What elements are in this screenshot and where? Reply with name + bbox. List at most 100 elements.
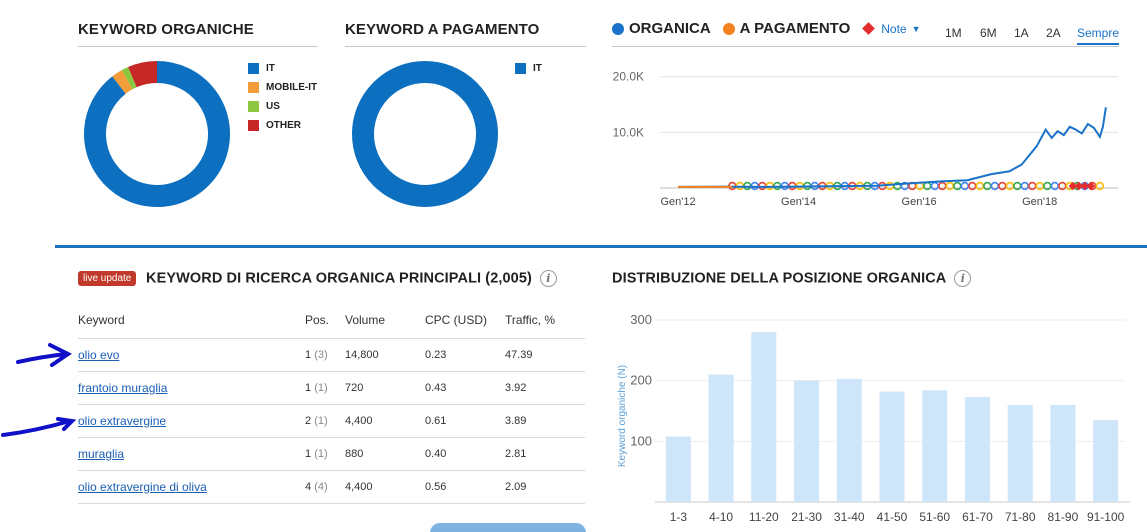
legend-label: OTHER xyxy=(266,120,301,131)
organic-slice[interactable] xyxy=(128,61,158,88)
keyword-link[interactable]: frantoio muraglia xyxy=(78,381,168,395)
range-1a-button[interactable]: 1A xyxy=(1014,26,1029,40)
col-pos-header[interactable]: Pos. xyxy=(305,313,330,327)
volume-cell: 880 xyxy=(345,448,364,460)
legend-item[interactable]: OTHER xyxy=(248,120,301,131)
paid-slice[interactable] xyxy=(352,61,498,207)
keyword-link[interactable]: muraglia xyxy=(78,447,125,461)
legend-item[interactable]: IT xyxy=(248,63,275,74)
col-volume-header[interactable]: Volume xyxy=(345,313,386,327)
row-divider xyxy=(78,470,585,471)
organic-slice[interactable] xyxy=(84,61,230,207)
range-2a-button[interactable]: 2A xyxy=(1046,26,1061,40)
keyword-link[interactable]: olio extravergine xyxy=(78,414,167,428)
paid-series-label[interactable]: A PAGAMENTO xyxy=(739,20,851,37)
cpc-cell: 0.61 xyxy=(425,415,447,427)
view-full-report-button[interactable] xyxy=(430,523,586,532)
dist-bar[interactable] xyxy=(794,380,820,502)
dist-bar[interactable] xyxy=(708,374,734,502)
dist-bar[interactable] xyxy=(1093,420,1119,502)
dist-bar[interactable] xyxy=(751,332,777,502)
google-update-marker-icon[interactable] xyxy=(1095,181,1105,191)
trend-legend: ORGANICA A PAGAMENTO Note ▼ xyxy=(612,20,921,37)
legend-label: IT xyxy=(266,63,275,74)
dist-x-tick: 4-10 xyxy=(709,510,733,524)
legend-item[interactable]: MOBILE-IT xyxy=(248,82,317,93)
range-sempre-button[interactable]: Sempre xyxy=(1077,26,1120,45)
organic-series-line[interactable] xyxy=(678,107,1107,188)
legend-item[interactable]: IT xyxy=(515,63,542,74)
paid-donut[interactable] xyxy=(348,57,508,217)
notes-dropdown[interactable]: Note ▼ xyxy=(862,21,921,36)
dist-x-tick: 1-3 xyxy=(670,510,688,524)
organic-title-rule xyxy=(78,46,318,47)
range-6m-button[interactable]: 6M xyxy=(980,26,997,40)
trend-x-tick: Gen'16 xyxy=(902,196,937,208)
previous-position: (3) xyxy=(314,349,328,361)
distribution-chart[interactable]: 100 200 300 Keyword organiche (N) 1-3 4-10 11-… xyxy=(600,300,1147,532)
info-icon[interactable]: i xyxy=(539,270,557,287)
legend-swatch-icon xyxy=(248,82,259,93)
legend-item[interactable]: US xyxy=(248,101,280,112)
info-icon[interactable]: i xyxy=(954,270,972,287)
trend-x-tick: Gen'18 xyxy=(1022,196,1057,208)
legend-swatch-icon xyxy=(248,63,259,74)
organic-slice[interactable] xyxy=(112,70,133,94)
cpc-cell: 0.43 xyxy=(425,382,447,394)
live-update-badge: live update xyxy=(78,271,137,286)
dist-bar[interactable] xyxy=(964,397,990,502)
dist-y-tick: 100 xyxy=(630,433,652,448)
dist-bar[interactable] xyxy=(665,436,691,502)
organic-slice[interactable] xyxy=(121,67,137,90)
range-1m-button[interactable]: 1M xyxy=(945,26,962,40)
traffic-cell: 2.81 xyxy=(505,448,527,460)
arrow-mark-icon xyxy=(16,343,72,367)
dist-x-tick: 11-20 xyxy=(749,510,779,524)
dist-x-tick: 31-40 xyxy=(834,510,865,524)
dist-y-tick: 300 xyxy=(630,312,652,327)
organic-donut[interactable] xyxy=(80,57,240,217)
previous-position: (1) xyxy=(314,448,328,460)
legend-swatch-icon xyxy=(515,63,526,74)
notes-label: Note xyxy=(881,21,907,36)
dist-x-tick: 51-60 xyxy=(919,510,950,524)
position-cell: 2 (1) xyxy=(305,415,328,427)
col-traffic-header[interactable]: Traffic, % xyxy=(505,313,556,327)
legend-swatch-icon xyxy=(248,101,259,112)
cpc-cell: 0.56 xyxy=(425,481,447,493)
organic-keywords-title: KEYWORD ORGANICHE xyxy=(78,21,254,38)
dist-bar[interactable] xyxy=(879,391,905,502)
position-value: 4 xyxy=(305,481,315,493)
dist-y-axis-label: Keyword organiche (N) xyxy=(617,365,628,467)
dist-x-tick: 21-30 xyxy=(791,510,822,524)
volume-cell: 4,400 xyxy=(345,481,373,493)
dist-bar[interactable] xyxy=(922,390,948,502)
position-cell: 1 (1) xyxy=(305,448,328,460)
annotation-arrows xyxy=(1,343,77,437)
legend-label: MOBILE-IT xyxy=(266,82,318,93)
trend-chart[interactable]: 20.0K 10.0K Gen'12 Gen'14 Gen'16 Gen'18 xyxy=(600,55,1130,220)
traffic-cell: 3.89 xyxy=(505,415,527,427)
dist-y-tick: 200 xyxy=(630,373,652,388)
organic-series-label[interactable]: ORGANICA xyxy=(629,20,711,37)
dist-bar[interactable] xyxy=(836,378,862,502)
volume-cell: 720 xyxy=(345,382,364,394)
volume-cell: 4,400 xyxy=(345,415,373,427)
trend-x-tick: Gen'12 xyxy=(661,196,696,208)
dist-bar[interactable] xyxy=(1007,404,1033,502)
dist-x-tick: 71-80 xyxy=(1005,510,1036,524)
top-keywords-title: KEYWORD DI RICERCA ORGANICA PRINCIPALI (… xyxy=(146,270,557,287)
keyword-link[interactable]: olio extravergine di oliva xyxy=(78,480,207,494)
arrow-mark-icon xyxy=(1,417,77,437)
dist-bar[interactable] xyxy=(1050,404,1076,502)
col-cpc-header[interactable]: CPC (USD) xyxy=(425,313,487,327)
col-keyword-header[interactable]: Keyword xyxy=(78,313,125,327)
keyword-link[interactable]: olio evo xyxy=(78,348,120,362)
position-cell: 4 (4) xyxy=(305,481,328,493)
position-cell: 1 (1) xyxy=(305,382,328,394)
trend-x-tick: Gen'14 xyxy=(781,196,816,208)
position-value: 1 xyxy=(305,382,315,394)
section-divider xyxy=(55,245,1147,248)
legend-label: IT xyxy=(533,63,542,74)
traffic-cell: 3.92 xyxy=(505,382,527,394)
